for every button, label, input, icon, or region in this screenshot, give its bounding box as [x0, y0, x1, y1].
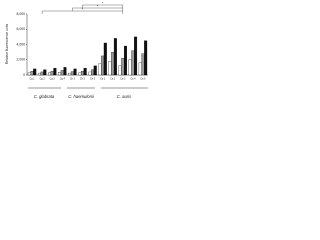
bar	[138, 62, 142, 76]
bar	[111, 51, 115, 76]
bar	[131, 50, 135, 76]
bar	[27, 72, 31, 76]
y-tick-label: 6,000	[17, 27, 26, 31]
group-label: C. auris	[117, 94, 132, 99]
bar	[134, 36, 138, 76]
x-tick-label: Cg 4	[60, 78, 66, 81]
bar	[98, 63, 102, 76]
bar	[40, 71, 44, 76]
bar	[30, 71, 34, 76]
significance-mark: *	[97, 5, 99, 9]
y-axis-label: Relative fluorescence units	[5, 23, 9, 64]
significance-bracket	[72, 7, 123, 11]
chart: Relative fluorescence units C. glabrata …	[5, 2, 148, 99]
x-tick-label: Ca 2	[110, 78, 116, 81]
bar	[37, 72, 41, 76]
bar	[123, 45, 127, 76]
bar	[68, 72, 72, 76]
bar	[91, 69, 95, 76]
bar	[121, 58, 125, 76]
bar	[88, 71, 92, 76]
significance-bracket	[41, 10, 123, 14]
x-tick-label: Cg 2	[40, 78, 46, 81]
x-tick-label: Ch 2	[80, 78, 86, 81]
bar	[70, 71, 74, 76]
x-tick-label: Ch 1	[70, 78, 76, 81]
bar	[43, 69, 47, 76]
bar	[60, 70, 64, 76]
bar	[63, 67, 67, 76]
bar	[128, 59, 132, 76]
bar	[80, 71, 84, 76]
y-tick-label: 4,000	[17, 42, 26, 46]
y-tick-label: 2,000	[17, 58, 26, 62]
bar	[113, 38, 117, 76]
x-tick-label: Ca 4	[130, 78, 136, 81]
x-tick-label: Ch 3	[90, 78, 96, 81]
bar	[50, 71, 54, 76]
bar	[78, 72, 82, 76]
bar	[108, 61, 112, 76]
bar	[144, 40, 148, 76]
bar	[73, 68, 77, 76]
significance-mark: *	[82, 8, 84, 12]
bar	[83, 67, 87, 76]
bar	[58, 72, 62, 76]
x-tick-label: Ca 1	[100, 78, 106, 81]
x-tick-label: Ca 3	[120, 78, 126, 81]
y-tick-label: 0	[23, 73, 25, 77]
bar	[101, 55, 105, 76]
y-tick-label: 8,000	[17, 12, 26, 16]
group-label: C. glabrata	[34, 94, 55, 99]
bar	[48, 72, 52, 76]
x-tick-label: Cg 3	[50, 78, 56, 81]
bar	[53, 67, 57, 76]
bar	[118, 65, 122, 76]
bar	[141, 53, 145, 76]
bar	[33, 68, 37, 76]
x-tick-label: Ca 5	[140, 78, 146, 81]
group-label: C. haemulonii	[68, 94, 95, 99]
x-tick-label: Cg 1	[30, 78, 36, 81]
bar	[103, 42, 107, 76]
significance-mark: *	[102, 2, 104, 6]
significance-bracket	[82, 4, 123, 8]
bar	[93, 65, 97, 76]
